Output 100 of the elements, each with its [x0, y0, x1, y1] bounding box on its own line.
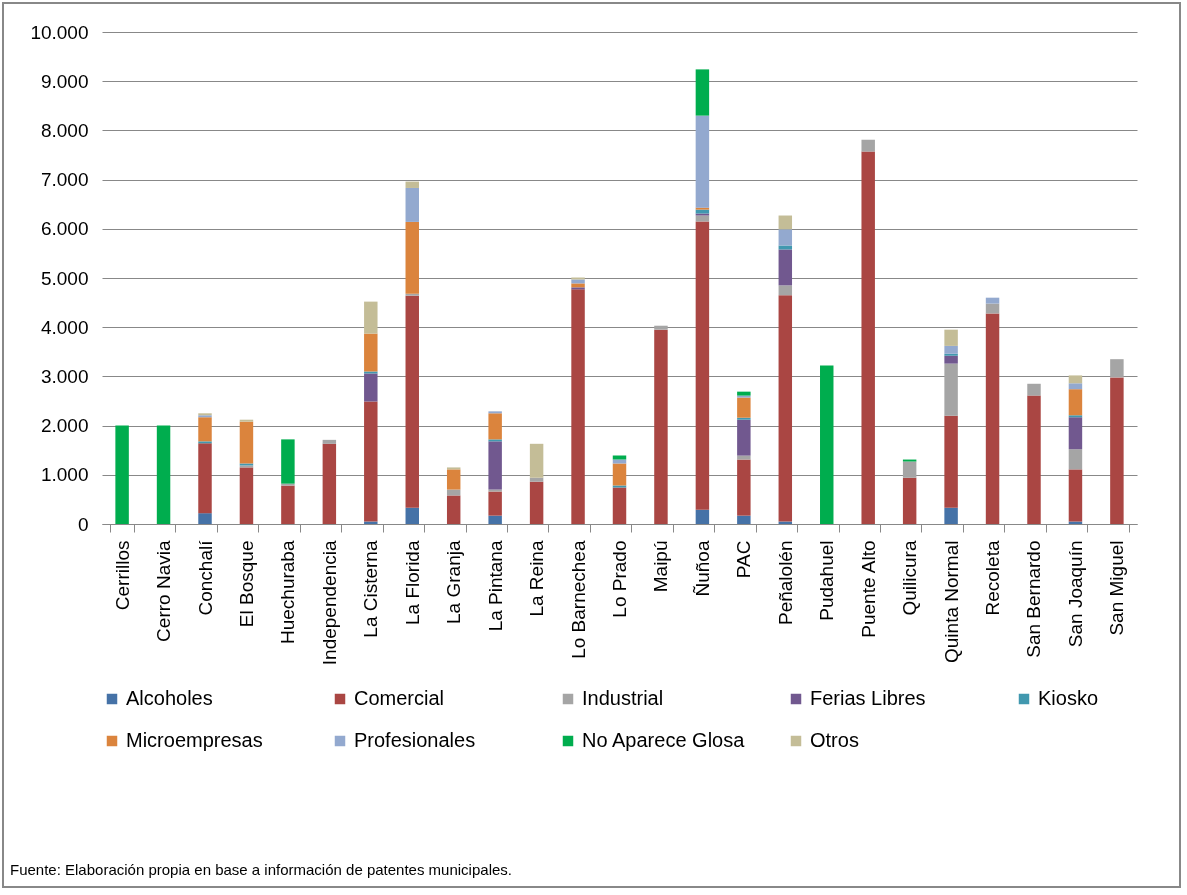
bar [1068, 383, 1083, 390]
bar [737, 419, 751, 456]
bar [695, 115, 710, 208]
bar [405, 187, 419, 222]
y-tick-label: 4.000 [40, 316, 89, 338]
bar [1068, 389, 1083, 416]
bar [985, 297, 1000, 304]
bar [571, 289, 585, 524]
bar [1027, 383, 1041, 396]
x-tick-label: PAC [733, 540, 755, 579]
bar [778, 295, 793, 522]
y-tick-label: 7.000 [40, 169, 89, 191]
bar [529, 481, 544, 524]
bar [612, 463, 627, 486]
bar [944, 355, 958, 364]
x-tick-label: Independencia [318, 540, 340, 666]
bar [405, 507, 419, 524]
source-note: Fuente: Elaboración propia en base a información de patentes municipales. [10, 861, 512, 878]
bar [1068, 375, 1083, 384]
legend-label: Otros [810, 729, 859, 751]
x-tick-label: Cerrillos [111, 540, 133, 611]
bar [737, 397, 751, 418]
x-tick-label: San Miguel [1106, 540, 1128, 636]
bar [571, 279, 585, 284]
bar [944, 507, 958, 524]
bar [364, 301, 378, 334]
bar [944, 345, 958, 354]
bar [239, 421, 254, 464]
bar [198, 513, 212, 524]
y-tick-label: 0 [77, 513, 89, 535]
y-tick-label: 6.000 [40, 218, 89, 240]
legend-label: Comercial [354, 687, 445, 709]
bar [1110, 359, 1124, 378]
x-tick-label: Huechuraba [277, 540, 299, 645]
x-tick-label: Puente Alto [857, 540, 879, 638]
legend-label: Kiosko [1038, 687, 1099, 709]
bar [902, 461, 917, 478]
legend-label: No Aparece Glosa [582, 729, 746, 751]
bar [1068, 417, 1083, 450]
x-tick-label: Maipú [650, 540, 672, 593]
bar [322, 439, 337, 444]
bar [737, 455, 751, 460]
bar [405, 221, 419, 294]
x-tick-label: La Cisterna [360, 540, 382, 638]
bar [861, 151, 875, 524]
bar [737, 515, 751, 524]
bar [985, 313, 1000, 524]
bar [198, 443, 212, 514]
bar [654, 329, 668, 524]
bar [944, 363, 958, 416]
bar [820, 365, 834, 524]
bar [1068, 449, 1083, 470]
bar [1068, 469, 1083, 522]
x-tick-label: Peñalolén [774, 540, 796, 626]
x-tick-label: San Bernardo [1023, 540, 1045, 658]
y-tick-label: 3.000 [40, 365, 89, 387]
y-tick-label: 5.000 [40, 267, 89, 289]
bar [737, 459, 751, 516]
bar [488, 491, 502, 516]
bar [529, 443, 544, 478]
bar [529, 477, 544, 482]
x-tick-label: El Bosque [235, 540, 257, 628]
bar [281, 439, 295, 484]
bar [778, 229, 793, 246]
bar [902, 477, 917, 524]
x-tick-label: Recoleta [982, 540, 1004, 616]
x-tick-label: Ñuñoa [691, 540, 713, 597]
x-tick-label: San Joaquín [1064, 540, 1086, 648]
bar [446, 495, 461, 524]
bar [695, 209, 710, 214]
bar [944, 329, 958, 346]
x-tick-label: Conchalí [194, 539, 216, 616]
bar [695, 69, 710, 116]
bar [239, 467, 254, 524]
x-tick-label: La Pintana [484, 540, 506, 632]
legend-label: Ferias Libres [810, 687, 926, 709]
bar [364, 401, 378, 522]
bar [322, 443, 337, 524]
bar [488, 515, 502, 524]
bar [115, 425, 129, 524]
bar [156, 425, 171, 524]
bar [654, 325, 668, 330]
bar [1027, 395, 1041, 524]
bar [446, 469, 461, 490]
x-tick-label: Lo Prado [609, 540, 630, 618]
bar [1110, 377, 1124, 524]
x-tick-label: La Florida [401, 540, 423, 625]
bar [364, 333, 378, 372]
x-tick-label: Cerro Navia [153, 540, 175, 642]
bar [612, 487, 627, 524]
x-tick-label: Quilicura [899, 540, 921, 616]
x-tick-label: Lo Barnechea [567, 540, 589, 659]
x-tick-label: La Granja [443, 540, 465, 624]
bar [737, 391, 751, 396]
bar [405, 181, 419, 188]
x-tick-label: Quinta Normal [940, 540, 962, 663]
y-tick-label: 9.000 [40, 70, 89, 92]
y-tick-label: 8.000 [40, 119, 89, 141]
bar [695, 509, 710, 524]
bar [944, 415, 958, 508]
